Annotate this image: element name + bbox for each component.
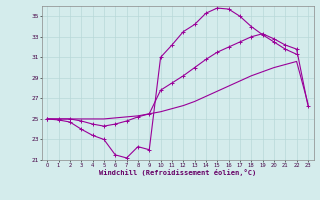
- X-axis label: Windchill (Refroidissement éolien,°C): Windchill (Refroidissement éolien,°C): [99, 169, 256, 176]
